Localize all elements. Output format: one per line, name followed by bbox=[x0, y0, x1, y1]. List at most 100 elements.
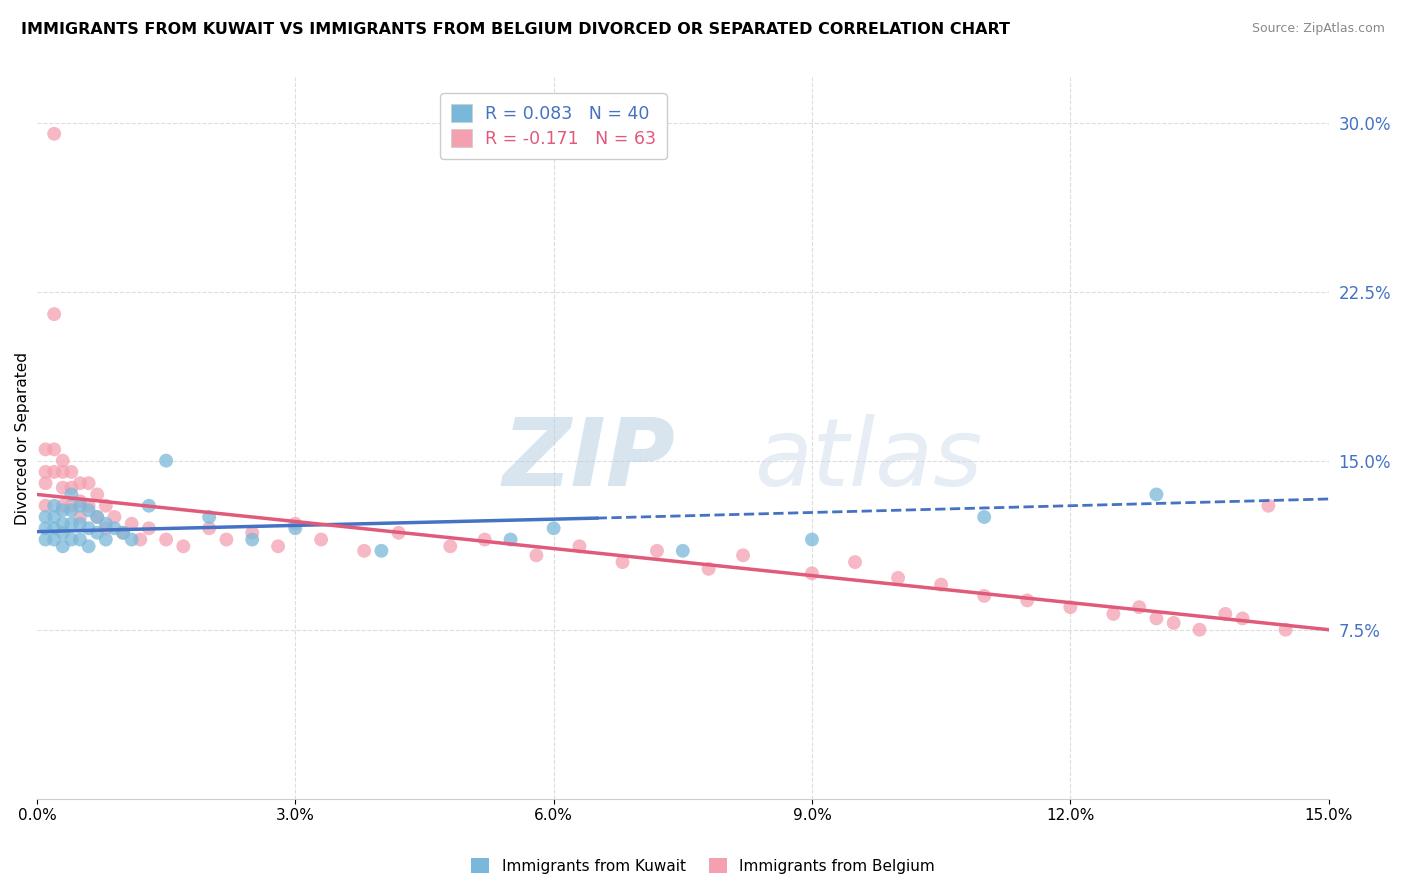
Point bbox=[34, 510, 56, 524]
Point bbox=[155, 533, 177, 547]
Point bbox=[309, 533, 332, 547]
Text: IMMIGRANTS FROM KUWAIT VS IMMIGRANTS FROM BELGIUM DIVORCED OR SEPARATED CORRELAT: IMMIGRANTS FROM KUWAIT VS IMMIGRANTS FRO… bbox=[21, 22, 1010, 37]
Point bbox=[1144, 611, 1167, 625]
Point bbox=[1257, 499, 1279, 513]
Point bbox=[60, 481, 83, 495]
Point bbox=[1274, 623, 1296, 637]
Text: ZIP: ZIP bbox=[502, 414, 675, 506]
Point bbox=[44, 521, 66, 535]
Point bbox=[801, 566, 824, 581]
Point bbox=[69, 499, 91, 513]
Point bbox=[44, 465, 66, 479]
Point bbox=[69, 510, 91, 524]
Point bbox=[121, 533, 143, 547]
Point bbox=[733, 549, 755, 563]
Point bbox=[388, 525, 411, 540]
Point bbox=[121, 516, 143, 531]
Point bbox=[568, 539, 591, 553]
Legend: R = 0.083   N = 40, R = -0.171   N = 63: R = 0.083 N = 40, R = -0.171 N = 63 bbox=[440, 94, 666, 159]
Text: atlas: atlas bbox=[754, 414, 983, 505]
Point bbox=[77, 476, 100, 491]
Point bbox=[973, 510, 995, 524]
Point bbox=[138, 499, 160, 513]
Point bbox=[1144, 487, 1167, 501]
Point bbox=[267, 539, 290, 553]
Point bbox=[370, 543, 392, 558]
Point bbox=[1188, 623, 1211, 637]
Point bbox=[77, 503, 100, 517]
Point bbox=[86, 510, 108, 524]
Point bbox=[284, 521, 307, 535]
Point bbox=[240, 533, 263, 547]
Point bbox=[198, 510, 221, 524]
Point bbox=[526, 549, 548, 563]
Point bbox=[1059, 600, 1081, 615]
Point bbox=[499, 533, 522, 547]
Point bbox=[353, 543, 375, 558]
Point bbox=[86, 487, 108, 501]
Point bbox=[44, 127, 66, 141]
Point bbox=[60, 533, 83, 547]
Point bbox=[52, 453, 75, 467]
Point bbox=[34, 442, 56, 457]
Point bbox=[94, 533, 117, 547]
Point bbox=[52, 516, 75, 531]
Point bbox=[645, 543, 668, 558]
Point bbox=[52, 499, 75, 513]
Y-axis label: Divorced or Separated: Divorced or Separated bbox=[15, 351, 30, 524]
Point bbox=[284, 516, 307, 531]
Point bbox=[697, 562, 720, 576]
Point bbox=[103, 510, 125, 524]
Point bbox=[34, 499, 56, 513]
Point bbox=[129, 533, 152, 547]
Legend: Immigrants from Kuwait, Immigrants from Belgium: Immigrants from Kuwait, Immigrants from … bbox=[465, 852, 941, 880]
Point bbox=[60, 516, 83, 531]
Point bbox=[1102, 607, 1125, 621]
Point bbox=[34, 465, 56, 479]
Point bbox=[215, 533, 238, 547]
Point bbox=[612, 555, 634, 569]
Text: Source: ZipAtlas.com: Source: ZipAtlas.com bbox=[1251, 22, 1385, 36]
Point bbox=[77, 539, 100, 553]
Point bbox=[1017, 593, 1039, 607]
Point bbox=[844, 555, 866, 569]
Point bbox=[77, 521, 100, 535]
Point bbox=[172, 539, 194, 553]
Point bbox=[52, 539, 75, 553]
Point bbox=[1232, 611, 1254, 625]
Point bbox=[34, 521, 56, 535]
Point bbox=[52, 525, 75, 540]
Point bbox=[439, 539, 461, 553]
Point bbox=[77, 499, 100, 513]
Point bbox=[34, 476, 56, 491]
Point bbox=[52, 481, 75, 495]
Point bbox=[801, 533, 824, 547]
Point bbox=[44, 533, 66, 547]
Point bbox=[44, 510, 66, 524]
Point bbox=[474, 533, 496, 547]
Point bbox=[34, 533, 56, 547]
Point bbox=[112, 525, 135, 540]
Point bbox=[60, 503, 83, 517]
Point bbox=[138, 521, 160, 535]
Point bbox=[44, 442, 66, 457]
Point bbox=[973, 589, 995, 603]
Point bbox=[94, 516, 117, 531]
Point bbox=[69, 516, 91, 531]
Point bbox=[44, 499, 66, 513]
Point bbox=[887, 571, 910, 585]
Point bbox=[69, 533, 91, 547]
Point bbox=[44, 307, 66, 321]
Point bbox=[69, 494, 91, 508]
Point bbox=[112, 525, 135, 540]
Point bbox=[69, 476, 91, 491]
Point bbox=[672, 543, 695, 558]
Point bbox=[1163, 615, 1185, 630]
Point bbox=[86, 510, 108, 524]
Point bbox=[929, 577, 952, 591]
Point bbox=[52, 465, 75, 479]
Point bbox=[103, 521, 125, 535]
Point bbox=[60, 499, 83, 513]
Point bbox=[1128, 600, 1150, 615]
Point bbox=[52, 503, 75, 517]
